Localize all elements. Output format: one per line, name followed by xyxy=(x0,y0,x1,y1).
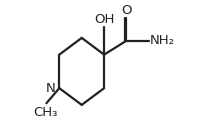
Text: OH: OH xyxy=(94,13,114,26)
Text: O: O xyxy=(121,4,131,16)
Text: CH₃: CH₃ xyxy=(33,106,58,119)
Text: N: N xyxy=(46,82,55,95)
Text: NH₂: NH₂ xyxy=(150,34,175,47)
